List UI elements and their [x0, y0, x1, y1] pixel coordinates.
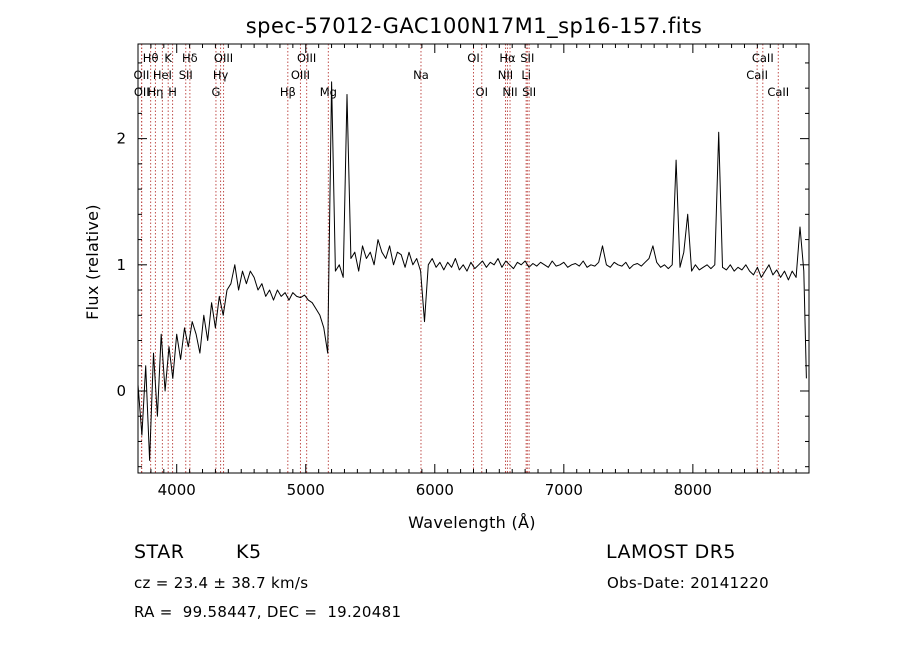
y-tick-label: 2 [116, 130, 126, 148]
line-marker-label: SII [179, 68, 193, 82]
coordinates-readout: RA = 99.58447, DEC = 19.20481 [134, 603, 402, 621]
line-marker-label: Na [413, 68, 429, 82]
line-marker-label: SII [522, 85, 536, 99]
y-tick-label: 1 [116, 256, 126, 274]
object-subclass: K5 [236, 541, 262, 563]
line-marker-label: OI [467, 51, 479, 65]
spectrum-trace [137, 81, 807, 461]
line-marker-label: G [211, 85, 220, 99]
line-marker-label: Li [521, 68, 531, 82]
y-axis-ticks: 0 1 2 [116, 62, 809, 468]
line-markers [140, 44, 779, 473]
redshift-readout: cz = 23.4 ± 38.7 km/s [134, 574, 309, 592]
line-marker-label: OII [134, 68, 150, 82]
line-marker-label: HeI [153, 68, 172, 82]
line-marker-label: Hβ [280, 85, 296, 99]
line-marker-label: NII [502, 85, 517, 99]
x-tick-label: 6000 [416, 481, 454, 499]
line-marker-label: OIII [297, 51, 316, 65]
chart-title: spec-57012-GAC100N17M1_sp16-157.fits [246, 14, 703, 39]
line-marker-label: CaII [752, 51, 774, 65]
line-marker-label: SII [520, 51, 534, 65]
observation-date: Obs-Date: 20141220 [607, 574, 769, 592]
line-marker-label: Hη [147, 85, 163, 99]
line-marker-label: NII [498, 68, 513, 82]
line-marker-label: H [168, 85, 177, 99]
x-tick-label: 5000 [287, 481, 325, 499]
line-marker-label: K [164, 51, 172, 65]
x-axis-ticks: 4000 5000 6000 7000 8000 [150, 44, 797, 499]
line-marker-label: Mg [320, 85, 337, 99]
line-marker-label: Hθ [143, 51, 159, 65]
line-marker-label: Hγ [213, 68, 229, 82]
line-marker-label: Hδ [182, 51, 198, 65]
line-marker-label: CaII [746, 68, 768, 82]
line-marker-label: OIII [291, 68, 310, 82]
x-tick-label: 8000 [674, 481, 712, 499]
x-axis-label: Wavelength (Å) [408, 513, 536, 532]
y-tick-label: 0 [116, 382, 126, 400]
line-marker-label: OI [476, 85, 488, 99]
line-marker-label: CaII [767, 85, 789, 99]
x-tick-label: 7000 [545, 481, 583, 499]
object-class: STAR [134, 541, 185, 563]
spectrum-line [137, 81, 807, 461]
x-tick-label: 4000 [158, 481, 196, 499]
survey-name: LAMOST DR5 [606, 541, 736, 563]
line-marker-label: Hα [499, 51, 516, 65]
line-labels: Hθ K Hδ OIII OIII OI Hα SII CaII OII HeI SII Hγ OIII N… [134, 51, 790, 99]
line-marker-label: OIII [214, 51, 233, 65]
y-axis-label: Flux (relative) [83, 204, 102, 320]
